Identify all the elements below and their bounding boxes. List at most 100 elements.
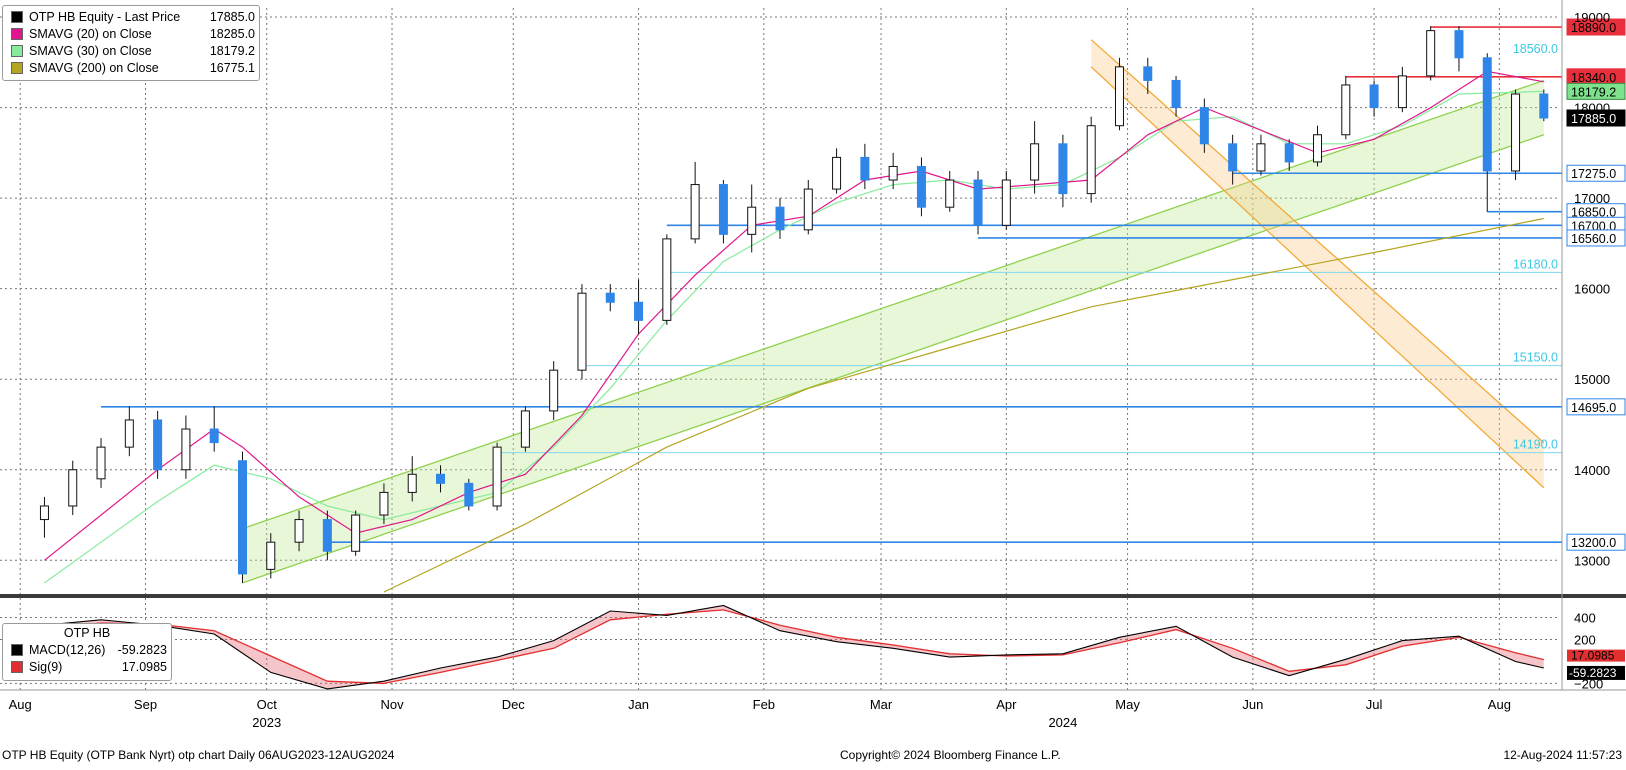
legend-value: 17885.0: [209, 9, 255, 24]
signal-value-box: [1567, 649, 1625, 662]
x-tick-label: Jan: [628, 697, 649, 712]
level-price-label: 16560.0: [1571, 232, 1616, 246]
green-channel-lower: [242, 134, 1545, 584]
macd-histogram-fill: [44, 605, 1544, 689]
candle-up: [945, 179, 955, 208]
orange-channel-lower: [1090, 66, 1545, 489]
candle-up: [662, 238, 672, 321]
y-tick-label: 16000: [1574, 282, 1610, 297]
y-tick-label: 17000: [1574, 191, 1610, 206]
candle-down: [605, 292, 615, 303]
candle-down: [916, 165, 926, 208]
green-channel-fill: [242, 80, 1544, 583]
candle-up: [549, 369, 559, 412]
candle-down: [1228, 143, 1238, 172]
legend-value: 18285.0: [209, 26, 255, 41]
legend-swatch: [11, 61, 23, 74]
legend-value: 17.0985: [121, 659, 167, 674]
candle-up: [96, 446, 106, 480]
candle-down: [973, 179, 983, 226]
signal-line: [44, 609, 1544, 685]
candle-up: [1511, 93, 1521, 172]
x-tick-label: Oct: [257, 697, 278, 712]
candle-down: [1171, 79, 1181, 109]
level-price-label: 18890.0: [1571, 21, 1616, 35]
x-tick-label: Mar: [870, 697, 893, 712]
x-tick-label: Nov: [380, 697, 404, 712]
footer-timestamp: 12-Aug-2024 11:57:23: [1503, 748, 1622, 762]
candle-up: [1086, 125, 1096, 195]
x-tick-label: Apr: [996, 697, 1017, 712]
candle-down: [322, 519, 332, 552]
level-price-label: 16850.0: [1571, 206, 1616, 220]
candle-down: [1284, 143, 1294, 163]
candle-up: [1426, 30, 1436, 77]
legend-item-last-price: OTP HB Equity - Last Price 17885.0: [7, 8, 255, 25]
candle-down: [1143, 66, 1153, 81]
candle-up: [747, 206, 757, 235]
macd-value-label: -59.2823: [1569, 666, 1617, 680]
macd-panel: −200 200 400 17.0985 -59.2823: [0, 604, 1625, 691]
price-legend: OTP HB Equity - Last Price 17885.0 SMAVG…: [2, 5, 260, 81]
candle-up: [181, 428, 191, 471]
candle-down: [153, 419, 163, 471]
candle-down: [1482, 57, 1492, 172]
y-tick-label: 18000: [1574, 101, 1610, 116]
x-tick-label: Jun: [1242, 697, 1263, 712]
candle-up: [492, 446, 502, 507]
year-label: 2024: [1048, 715, 1077, 730]
candle-up: [690, 184, 700, 240]
legend-swatch: [11, 44, 23, 57]
candle-down: [464, 482, 474, 507]
macd-legend-title: OTP HB: [63, 626, 111, 640]
legend-label: OTP HB Equity - Last Price: [29, 9, 181, 24]
signal-value-label: 17.0985: [1571, 649, 1615, 663]
x-tick-label: Aug: [9, 697, 32, 712]
legend-swatch: [11, 660, 23, 673]
orange-channel-upper: [1090, 39, 1545, 444]
candle-down: [1369, 84, 1379, 109]
legend-item-sma200: SMAVG (200) on Close 16775.1: [7, 59, 255, 76]
candle-up: [379, 491, 389, 516]
candle-up: [407, 473, 417, 493]
price-candles: [39, 26, 1549, 583]
legend-value: 16775.1: [209, 60, 255, 75]
x-tick-label: Feb: [753, 697, 775, 712]
macd-legend: OTP HB MACD(12,26) -59.2823 Sig(9) 17.09…: [2, 623, 172, 681]
level-price-label: 14695.0: [1571, 401, 1616, 415]
legend-item-signal: Sig(9) 17.0985: [7, 658, 167, 675]
candle-down: [237, 460, 247, 575]
y-tick-label: 15000: [1574, 372, 1610, 387]
year-label: 2023: [252, 715, 281, 730]
candle-up: [351, 514, 361, 552]
level-price-box: [1566, 229, 1626, 247]
axes: Aug Sep Oct Nov Dec Jan Feb Mar Apr May Jun Jul Aug 2…: [0, 0, 1626, 730]
candle-up: [1001, 179, 1011, 226]
candle-up: [39, 505, 49, 521]
y-tick-label: 19000: [1574, 10, 1610, 25]
horizontal-levels: 18890.018340.018179.217885.017275.016850…: [101, 18, 1626, 551]
fib-level-label: 14190.0: [1513, 438, 1558, 452]
candle-up: [803, 188, 813, 231]
candle-up: [832, 156, 842, 190]
candle-down: [436, 473, 446, 484]
candle-down: [209, 428, 219, 444]
sma200-line: [383, 217, 1544, 593]
level-price-box: [1566, 18, 1626, 36]
level-price-box: [1566, 398, 1626, 416]
candle-up: [124, 419, 134, 448]
candle-up: [1313, 134, 1323, 163]
level-price-box: [1566, 82, 1626, 100]
level-price-box: [1566, 109, 1626, 127]
legend-item-sma30: SMAVG (30) on Close 18179.2: [7, 42, 255, 59]
candle-up: [68, 469, 78, 507]
footer-description: OTP HB Equity (OTP Bank Nyrt) otp chart …: [2, 748, 395, 762]
legend-value: -59.2823: [117, 642, 167, 657]
legend-swatch: [11, 27, 23, 40]
level-price-box: [1566, 533, 1626, 551]
level-price-box: [1566, 164, 1626, 182]
y-tick-label: 13000: [1574, 553, 1610, 568]
level-price-label: 17275.0: [1571, 167, 1616, 181]
panel-separator: [0, 594, 1626, 598]
macd-line: [44, 604, 1544, 690]
